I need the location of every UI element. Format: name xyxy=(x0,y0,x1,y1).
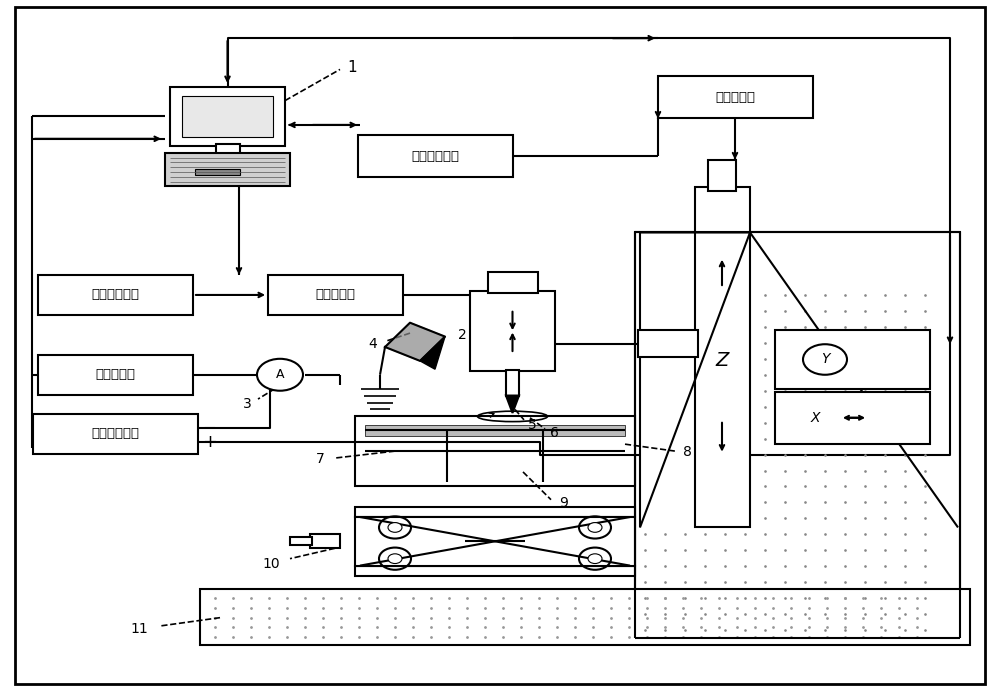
Text: 4: 4 xyxy=(368,337,377,351)
Bar xyxy=(365,425,625,436)
Bar xyxy=(195,169,240,175)
Text: 数据采集卡: 数据采集卡 xyxy=(95,369,135,381)
Circle shape xyxy=(257,359,303,391)
Circle shape xyxy=(588,554,602,564)
Bar xyxy=(170,87,285,146)
Bar xyxy=(32,414,198,454)
Text: +: + xyxy=(202,433,217,451)
Text: A: A xyxy=(276,369,284,381)
Text: 5: 5 xyxy=(528,418,537,432)
Bar xyxy=(268,275,402,315)
Polygon shape xyxy=(420,337,445,369)
Bar xyxy=(182,96,273,137)
Text: 9: 9 xyxy=(559,496,568,510)
Bar xyxy=(355,416,635,486)
Bar xyxy=(470,291,555,371)
Text: 8: 8 xyxy=(683,446,692,459)
Text: 1: 1 xyxy=(347,60,357,75)
Bar xyxy=(355,566,635,576)
Bar xyxy=(310,534,340,548)
Text: 运动控制卡: 运动控制卡 xyxy=(715,91,755,103)
Text: 高频脉冲电源: 高频脉冲电源 xyxy=(91,428,139,440)
Bar xyxy=(488,272,538,293)
Bar xyxy=(638,330,698,357)
Bar xyxy=(775,330,930,389)
Text: Z: Z xyxy=(715,351,729,371)
Text: 可编程变频器: 可编程变频器 xyxy=(411,150,459,162)
Text: 变频变幅器: 变频变幅器 xyxy=(315,289,355,301)
Text: 6: 6 xyxy=(550,426,559,440)
Circle shape xyxy=(388,554,402,564)
Bar xyxy=(290,537,312,545)
Bar xyxy=(355,507,635,517)
Circle shape xyxy=(388,523,402,532)
Bar xyxy=(165,153,290,186)
Bar xyxy=(695,187,750,527)
Circle shape xyxy=(588,523,602,532)
Text: X: X xyxy=(810,411,820,425)
Text: Y: Y xyxy=(821,353,829,366)
Bar xyxy=(355,517,635,566)
Text: 11: 11 xyxy=(130,622,148,636)
Bar xyxy=(200,589,970,645)
Text: 10: 10 xyxy=(262,557,280,570)
Bar xyxy=(635,232,960,638)
Polygon shape xyxy=(385,323,445,361)
Bar xyxy=(38,355,192,395)
Text: 3: 3 xyxy=(243,397,252,411)
Bar xyxy=(38,275,192,315)
Text: 2: 2 xyxy=(458,328,467,341)
Polygon shape xyxy=(506,396,519,413)
Bar xyxy=(506,370,519,396)
Bar xyxy=(775,392,930,444)
Text: −: − xyxy=(202,418,216,437)
Bar xyxy=(640,232,750,527)
Text: 超声波发生器: 超声波发生器 xyxy=(91,289,139,301)
Bar xyxy=(358,135,512,177)
Bar xyxy=(216,144,240,154)
Text: 7: 7 xyxy=(316,452,325,466)
Bar xyxy=(658,76,812,118)
Bar xyxy=(708,160,736,191)
